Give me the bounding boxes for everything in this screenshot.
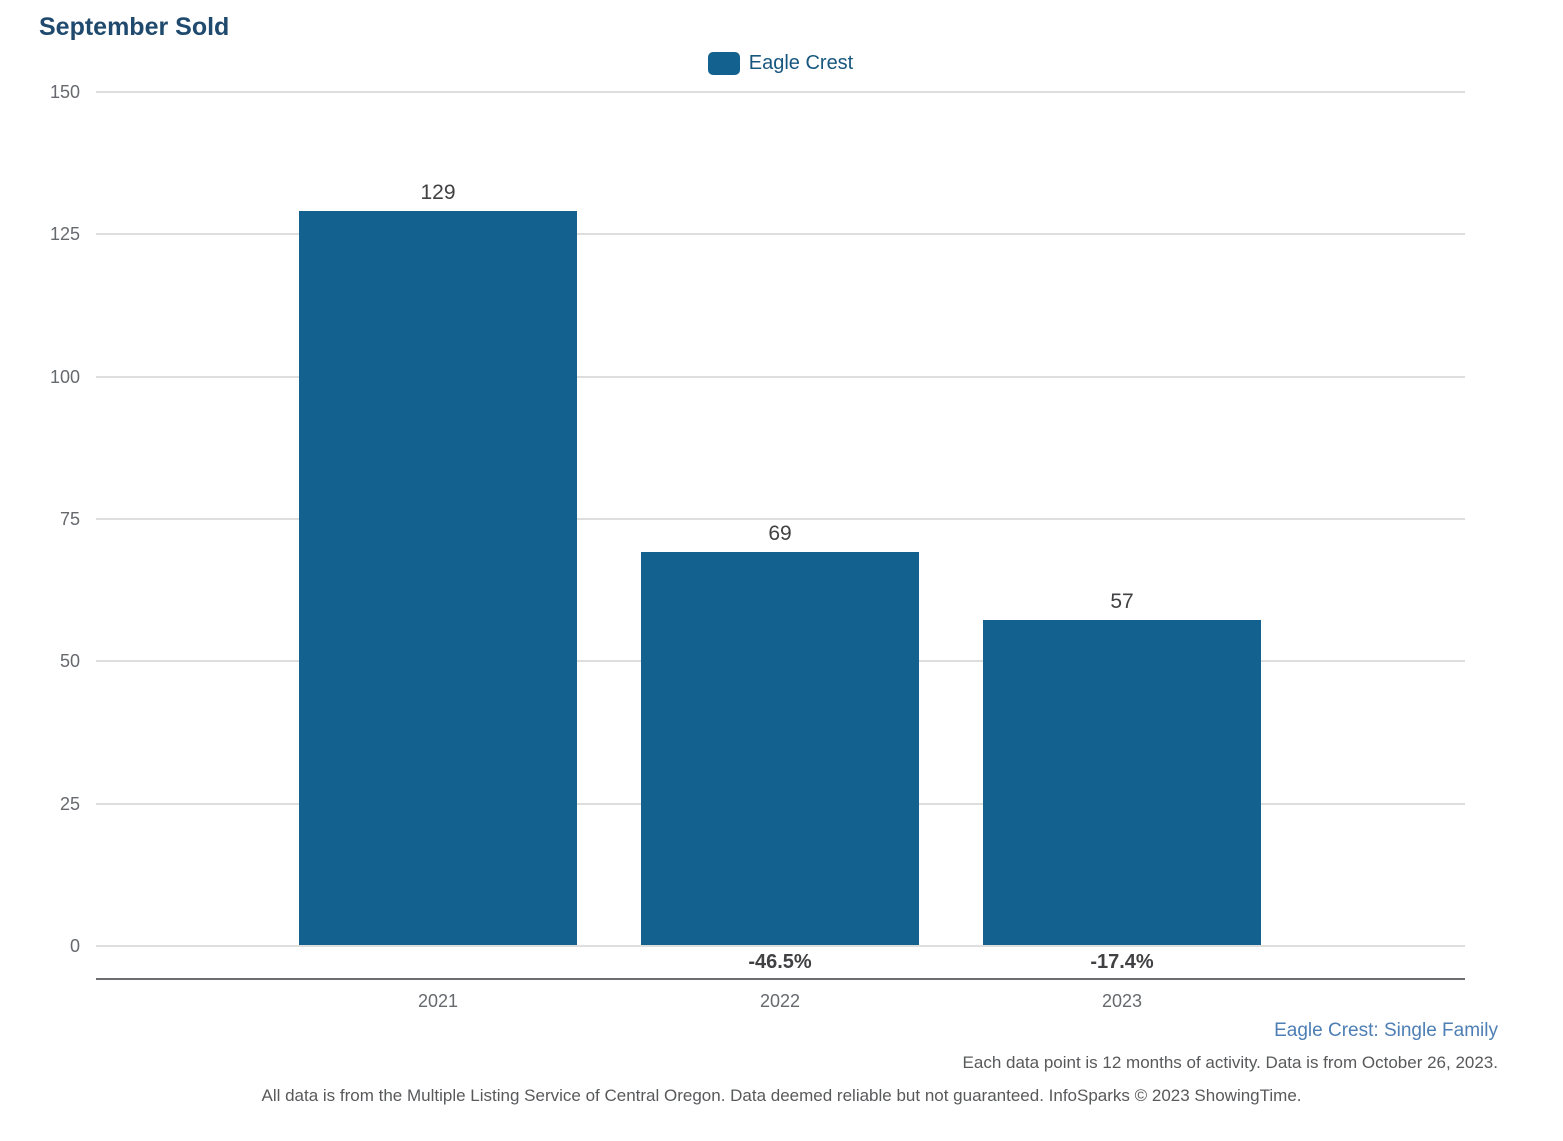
- x-axis-tick-label: 2021: [417, 991, 459, 1011]
- legend[interactable]: Eagle Crest: [96, 52, 1465, 75]
- y-axis-tick-label: 75: [59, 509, 80, 529]
- x-axis-tick-label: 2023: [1101, 991, 1143, 1011]
- gridline: [96, 375, 1465, 378]
- bar-value-label: 69: [762, 522, 798, 547]
- gridline: [96, 518, 1465, 520]
- y-axis-tick-label: 25: [59, 793, 80, 814]
- bar-2023[interactable]: [983, 620, 1261, 945]
- disclaimer: All data is from the Multiple Listing Se…: [261, 1086, 1302, 1105]
- plot-area: [96, 91, 1465, 947]
- x-axis-line: [96, 978, 1465, 980]
- bar-value-label: 129: [414, 180, 462, 205]
- y-axis-tick-label: 100: [49, 366, 80, 387]
- series-note: Eagle Crest: Single Family: [1274, 1020, 1498, 1041]
- x-axis-tick-label: 2022: [759, 991, 801, 1011]
- bar-value-label: 57: [1104, 590, 1140, 615]
- gridline: [96, 945, 1465, 947]
- pct-change-label: -17.4%: [1090, 951, 1154, 973]
- bar-2022[interactable]: [641, 552, 919, 945]
- legend-swatch-icon: [707, 52, 740, 75]
- y-axis-tick-label: 125: [49, 224, 80, 245]
- legend-label: Eagle Crest: [748, 52, 854, 74]
- y-axis-tick-label: 0: [69, 936, 80, 956]
- pct-change-label: -46.5%: [748, 951, 812, 973]
- y-axis-tick-label: 150: [49, 82, 80, 102]
- y-axis-tick-label: 50: [59, 651, 80, 672]
- chart-title: September Sold: [39, 13, 230, 41]
- gridline: [96, 91, 1465, 93]
- data-note: Each data point is 12 months of activity…: [962, 1053, 1498, 1072]
- bar-2021[interactable]: [299, 210, 577, 945]
- gridline: [96, 233, 1465, 236]
